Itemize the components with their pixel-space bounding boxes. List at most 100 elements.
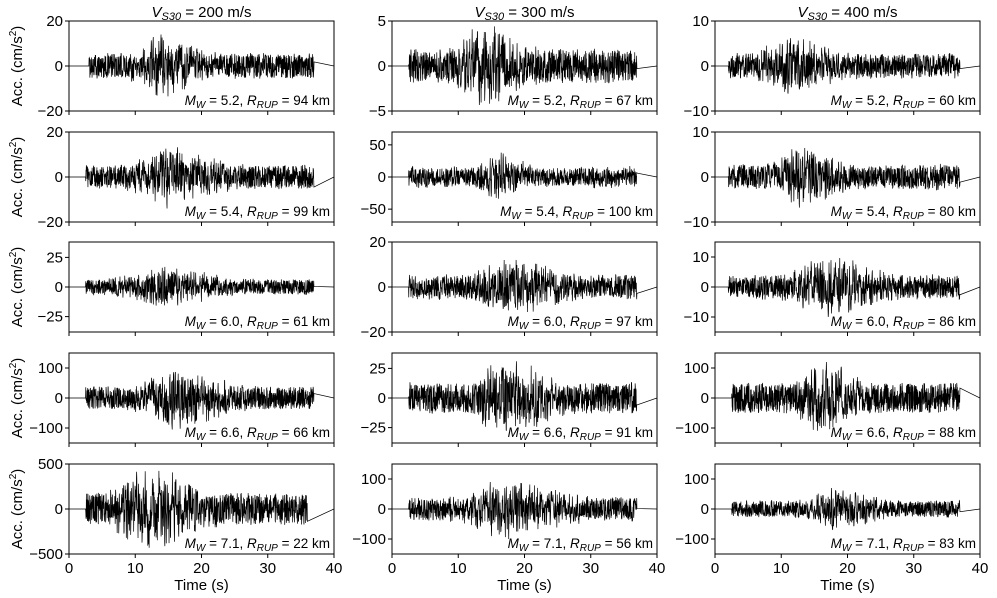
y-tick-label: −100 — [675, 531, 709, 548]
y-tick-label: 0 — [378, 169, 386, 186]
y-tick-label: 0 — [378, 58, 386, 75]
y-tick-label: 50 — [369, 137, 386, 154]
x-tick-label: 0 — [388, 560, 396, 577]
y-tick-label: 10 — [692, 124, 709, 141]
x-axis-label: Time (s) — [497, 577, 551, 594]
event-annotation: MW = 6.0, RRUP = 86 km — [831, 314, 976, 332]
seismogram-panel: −100 0 100 MW = 6.6, RRUP = 66 km Acc. (cm/s… — [8, 352, 335, 447]
y-tick-label: 5 — [378, 13, 386, 30]
seismogram-panel: −20 0 20 MW = 5.4, RRUP = 99 km Acc. (cm/s2) — [8, 124, 335, 231]
x-tick-label: 20 — [839, 560, 856, 577]
y-tick-label: 0 — [701, 58, 709, 75]
x-tick-label: 10 — [127, 560, 144, 577]
acceleration-trace — [392, 482, 657, 540]
y-tick-label: 0 — [701, 501, 709, 518]
y-tick-label: 0 — [378, 390, 386, 407]
y-tick-label: 20 — [369, 234, 386, 251]
y-tick-label: 20 — [46, 13, 63, 30]
y-tick-label: 10 — [692, 249, 709, 266]
acceleration-trace — [715, 258, 980, 318]
y-tick-label: 0 — [55, 390, 63, 407]
y-tick-label: 25 — [46, 249, 63, 266]
y-axis-label: Acc. (cm/s2) — [8, 137, 26, 218]
x-tick-label: 20 — [516, 560, 533, 577]
y-tick-label: −10 — [684, 309, 709, 326]
x-tick-label: 40 — [649, 560, 666, 577]
event-annotation: MW = 5.4, RRUP = 99 km — [185, 204, 330, 222]
y-tick-label: −25 — [38, 309, 63, 326]
x-tick-label: 30 — [905, 560, 922, 577]
x-axis-label: Time (s) — [820, 577, 874, 594]
y-axis-label: Acc. (cm/s2) — [8, 469, 26, 550]
event-annotation: MW = 5.2, RRUP = 94 km — [185, 93, 330, 111]
acceleration-trace — [715, 361, 980, 431]
column-title: VS30 = 200 m/s — [151, 4, 251, 23]
acceleration-trace — [69, 371, 334, 430]
seismogram-panel: −10 0 10 MW = 5.2, RRUP = 60 km — [684, 13, 981, 120]
x-tick-label: 40 — [972, 560, 989, 577]
y-tick-label: −20 — [38, 103, 63, 120]
y-tick-label: −20 — [361, 324, 386, 341]
y-tick-label: 0 — [701, 390, 709, 407]
event-annotation: MW = 5.4, RRUP = 100 km — [500, 204, 653, 222]
y-tick-label: 100 — [38, 360, 63, 377]
seismogram-panel: −10 0 10 MW = 5.4, RRUP = 80 km — [684, 124, 981, 231]
acceleration-trace — [715, 147, 980, 208]
seismogram-panel: −25 0 25 MW = 6.6, RRUP = 91 km — [361, 352, 658, 447]
y-tick-label: 0 — [55, 58, 63, 75]
event-annotation: MW = 7.1, RRUP = 56 km — [508, 536, 653, 554]
y-axis-label: Acc. (cm/s2) — [8, 247, 26, 328]
y-axis-label: Acc. (cm/s2) — [8, 26, 26, 107]
y-tick-label: −500 — [29, 546, 63, 563]
y-tick-label: 0 — [55, 279, 63, 296]
y-axis-label: Acc. (cm/s2) — [8, 358, 26, 439]
x-tick-label: 0 — [711, 560, 719, 577]
acceleration-trace — [392, 259, 657, 313]
event-annotation: MW = 5.2, RRUP = 60 km — [831, 93, 976, 111]
y-tick-label: 0 — [701, 169, 709, 186]
acceleration-trace — [392, 361, 657, 431]
y-tick-label: 0 — [55, 169, 63, 186]
event-annotation: MW = 7.1, RRUP = 22 km — [185, 536, 330, 554]
y-tick-label: −100 — [675, 420, 709, 437]
y-tick-label: −100 — [29, 420, 63, 437]
y-tick-label: −50 — [361, 201, 386, 218]
y-tick-label: 100 — [684, 360, 709, 377]
y-tick-label: 10 — [692, 13, 709, 30]
acceleration-trace — [69, 470, 334, 548]
y-tick-label: 20 — [46, 124, 63, 141]
acceleration-trace — [392, 26, 657, 106]
x-axis-label: Time (s) — [174, 577, 228, 594]
y-tick-label: 100 — [361, 471, 386, 488]
seismogram-panel: −10 0 10 MW = 6.0, RRUP = 86 km — [684, 241, 981, 336]
y-tick-label: −10 — [684, 214, 709, 231]
event-annotation: MW = 5.4, RRUP = 80 km — [831, 204, 976, 222]
event-annotation: MW = 6.6, RRUP = 88 km — [831, 425, 976, 443]
x-tick-label: 0 — [65, 560, 73, 577]
seismogram-panel: −25 0 25 MW = 6.0, RRUP = 61 km Acc. (cm/s2) — [8, 241, 335, 336]
y-tick-label: −25 — [361, 420, 386, 437]
x-tick-label: 30 — [582, 560, 599, 577]
acceleration-trace — [69, 266, 334, 306]
acceleration-trace — [69, 34, 334, 97]
y-tick-label: 0 — [55, 501, 63, 518]
seismogram-panel: −100 0 100 MW = 6.6, RRUP = 88 km — [675, 352, 981, 447]
y-tick-label: −20 — [38, 214, 63, 231]
column-title: VS30 = 300 m/s — [474, 4, 574, 23]
y-tick-label: 0 — [378, 279, 386, 296]
seismogram-panel: −5 0 5 MW = 5.2, RRUP = 67 km — [369, 13, 658, 120]
y-tick-label: 100 — [684, 471, 709, 488]
y-tick-label: 25 — [369, 360, 386, 377]
x-tick-label: 10 — [773, 560, 790, 577]
y-tick-label: 0 — [701, 279, 709, 296]
seismogram-panel: −50 0 50 MW = 5.4, RRUP = 100 km — [361, 131, 658, 226]
y-tick-label: 0 — [378, 501, 386, 518]
seismogram-panel: −20 0 20 MW = 6.0, RRUP = 97 km — [361, 234, 658, 341]
y-tick-label: −100 — [352, 531, 386, 548]
y-tick-label: −10 — [684, 103, 709, 120]
acceleration-trace — [715, 38, 980, 94]
